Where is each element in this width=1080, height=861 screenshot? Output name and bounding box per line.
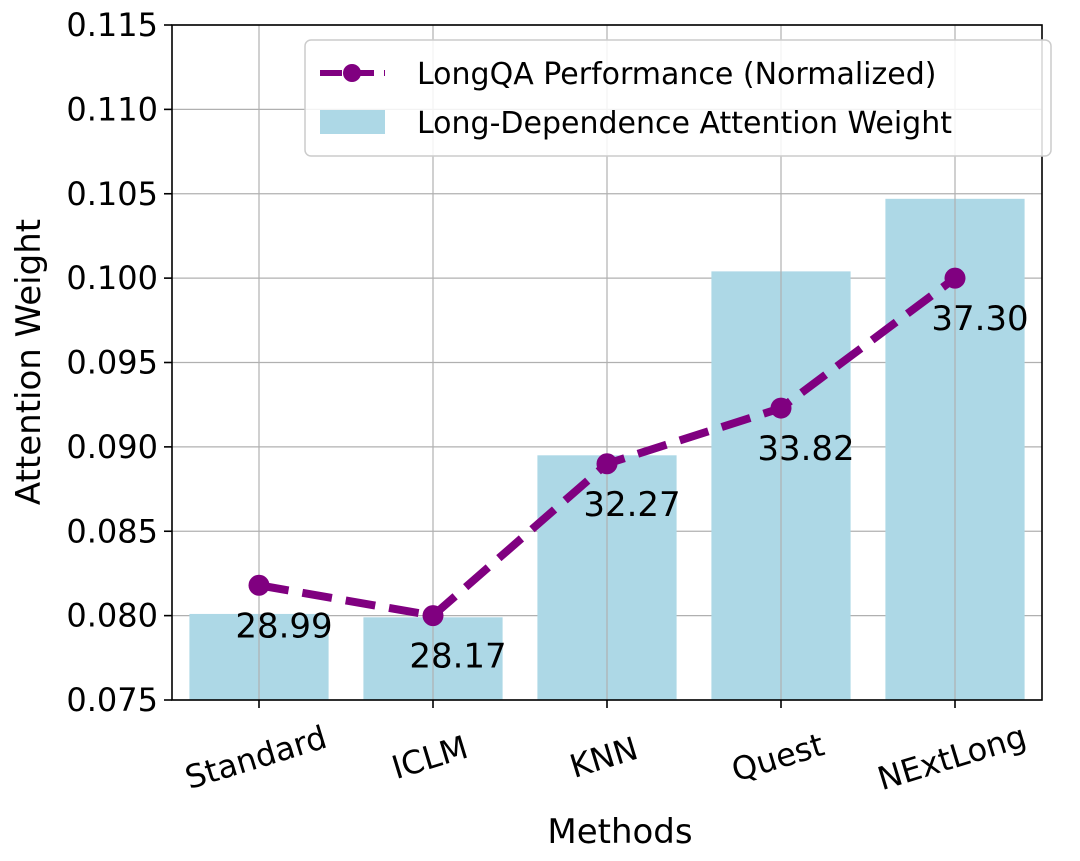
x-tick-label-quest: Quest	[727, 726, 828, 790]
data-label-nextlong: 37.30	[931, 299, 1028, 339]
x-tick-label-iclm: ICLM	[387, 728, 472, 787]
y-tick-label: 0.110	[66, 90, 158, 128]
x-axis-ticks: Standard ICLM KNN Quest NExtLong	[181, 700, 1031, 798]
legend-line-label: LongQA Performance (Normalized)	[417, 57, 936, 92]
data-label-standard: 28.99	[235, 606, 332, 646]
data-label-knn: 32.27	[583, 485, 680, 525]
legend-line-marker	[343, 64, 361, 82]
y-tick-label: 0.095	[66, 344, 158, 382]
y-tick-label: 0.090	[66, 428, 158, 466]
y-tick-label: 0.100	[66, 259, 158, 297]
performance-point-standard	[248, 574, 270, 596]
y-tick-label: 0.085	[66, 512, 158, 550]
line-series	[248, 267, 966, 627]
performance-point-quest	[770, 397, 792, 419]
performance-point-nextlong	[944, 267, 966, 289]
x-axis-title: Methods	[547, 812, 692, 852]
x-tick-label-knn: KNN	[565, 729, 642, 785]
data-labels: 28.99 28.17 32.27 33.82 37.30	[235, 299, 1028, 677]
performance-point-knn	[596, 453, 618, 475]
data-label-quest: 33.82	[757, 429, 854, 469]
y-tick-label: 0.075	[66, 681, 158, 719]
data-label-iclm: 28.17	[409, 637, 506, 677]
y-tick-label: 0.105	[66, 175, 158, 213]
x-tick-label-standard: Standard	[181, 718, 331, 797]
legend: LongQA Performance (Normalized) Long-Dep…	[304, 39, 1052, 157]
y-tick-label: 0.115	[66, 6, 158, 44]
y-axis-title: Attention Weight	[9, 219, 49, 505]
legend-bar-swatch	[320, 110, 385, 134]
performance-point-iclm	[422, 605, 444, 627]
y-tick-label: 0.080	[66, 597, 158, 635]
legend-frame	[304, 39, 1052, 157]
y-axis-ticks: 0.075 0.080 0.085 0.090 0.095 0.100 0.105 0.110…	[66, 6, 172, 719]
x-tick-label-nextlong: NExtLong	[873, 717, 1030, 798]
legend-bar-label: Long-Dependence Attention Weight	[417, 106, 952, 141]
